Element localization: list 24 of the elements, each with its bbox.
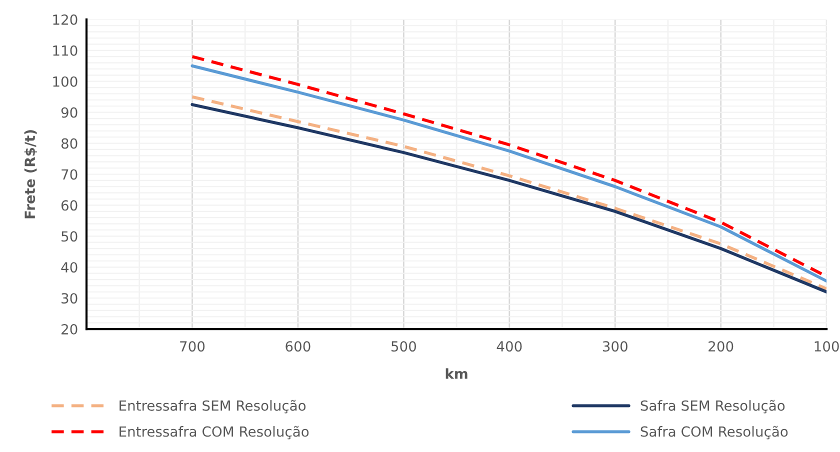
legend-label: Entressafra COM Resolução (120, 426, 309, 440)
y-tick-label: 100 (53, 76, 78, 87)
x-tick-label: 500 (391, 341, 416, 352)
y-axis-title: Frete (R$/t) (24, 130, 37, 218)
legend-label: Safra COM Resolução (640, 426, 788, 440)
y-tick-label: 30 (62, 293, 78, 304)
y-tick-label: 90 (61, 107, 78, 118)
legend-label: Safra SEM Resolução (640, 400, 785, 414)
y-tick-label: 60 (61, 200, 78, 211)
y-tick-label: 110 (53, 45, 78, 56)
x-tick-label: 700 (180, 341, 205, 352)
y-tick-label: 80 (61, 138, 78, 149)
x-tick-label: 600 (286, 341, 310, 352)
y-tick-label: 40 (61, 262, 78, 273)
x-tick-label: 400 (496, 341, 522, 352)
y-tick-label: 70 (62, 169, 78, 180)
y-tick-label: 50 (62, 231, 78, 242)
x-tick-label: 100 (814, 341, 839, 352)
x-axis-title: km (446, 368, 468, 379)
y-tick-label: 120 (53, 14, 78, 25)
x-tick-label: 200 (708, 341, 734, 352)
y-tick-label: 20 (62, 324, 78, 335)
x-tick-label: 300 (602, 341, 628, 352)
legend-label: Entressafra SEM Resolução (120, 400, 306, 414)
